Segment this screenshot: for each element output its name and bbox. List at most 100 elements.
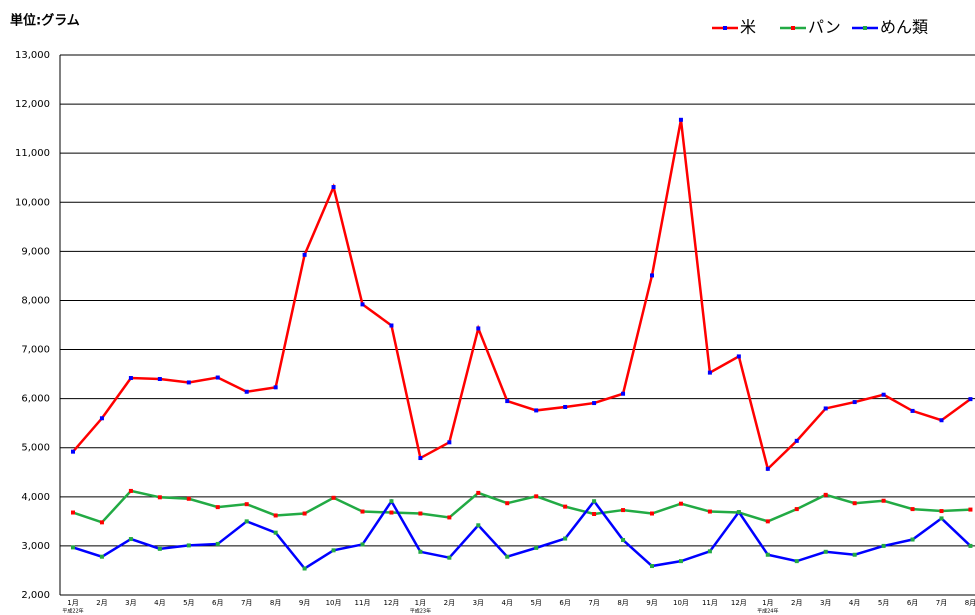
point bbox=[650, 511, 654, 516]
point bbox=[881, 543, 886, 548]
legend-label: 米 bbox=[740, 18, 756, 37]
x-tick-label: 7月 bbox=[588, 599, 599, 607]
series-line bbox=[72, 119, 972, 472]
x-tick-label: 1月 bbox=[67, 599, 78, 607]
point bbox=[823, 549, 828, 554]
point bbox=[678, 501, 683, 506]
x-tick-label: 3月 bbox=[473, 599, 484, 607]
point bbox=[71, 510, 75, 515]
point bbox=[968, 507, 973, 512]
point bbox=[621, 508, 626, 513]
y-tick-label: 6,000 bbox=[21, 394, 50, 405]
point bbox=[621, 538, 626, 543]
x-year-label: 平成22年 bbox=[62, 608, 83, 615]
point bbox=[563, 504, 568, 509]
point bbox=[765, 466, 770, 471]
point bbox=[881, 392, 886, 397]
legend-label: めん類 bbox=[880, 18, 928, 37]
point bbox=[794, 559, 799, 564]
x-tick-label: 3月 bbox=[125, 599, 136, 607]
x-tick-label: 1月 bbox=[762, 599, 773, 607]
point bbox=[823, 492, 828, 497]
x-tick-label: 12月 bbox=[383, 599, 399, 607]
point bbox=[678, 559, 683, 564]
point bbox=[563, 404, 568, 409]
x-tick-label: 10月 bbox=[673, 599, 689, 607]
x-tick-label: 6月 bbox=[907, 599, 918, 607]
point bbox=[71, 449, 75, 454]
point bbox=[534, 545, 539, 550]
point bbox=[650, 273, 654, 278]
point bbox=[794, 438, 799, 443]
point bbox=[186, 380, 191, 385]
series-line bbox=[72, 498, 972, 571]
point bbox=[418, 456, 423, 461]
point bbox=[650, 564, 654, 569]
y-tick-label: 9,000 bbox=[21, 246, 50, 257]
y-tick-label: 13,000 bbox=[15, 50, 50, 61]
point bbox=[765, 519, 770, 524]
legend-marker bbox=[863, 26, 867, 30]
y-tick-label: 8,000 bbox=[21, 295, 50, 306]
y-tick-label: 5,000 bbox=[21, 443, 50, 454]
x-tick-label: 4月 bbox=[502, 599, 513, 607]
point bbox=[273, 513, 278, 518]
point bbox=[765, 552, 770, 557]
y-tick-label: 7,000 bbox=[21, 345, 50, 356]
point bbox=[360, 542, 365, 547]
point bbox=[939, 516, 944, 521]
point bbox=[389, 499, 394, 504]
y-tick-label: 12,000 bbox=[15, 99, 50, 110]
x-tick-label: 2月 bbox=[791, 599, 802, 607]
point bbox=[389, 510, 394, 515]
point bbox=[244, 519, 249, 524]
point bbox=[186, 496, 191, 501]
point bbox=[71, 545, 75, 550]
x-tick-label: 4月 bbox=[849, 599, 860, 607]
point bbox=[302, 511, 307, 516]
point bbox=[302, 252, 307, 257]
point bbox=[592, 512, 597, 516]
point bbox=[157, 495, 162, 500]
point bbox=[273, 530, 278, 535]
point bbox=[186, 543, 191, 548]
x-tick-label: 5月 bbox=[530, 599, 541, 607]
point bbox=[157, 546, 162, 551]
x-tick-label: 2月 bbox=[96, 599, 107, 607]
point bbox=[505, 501, 510, 506]
point bbox=[447, 440, 452, 445]
point bbox=[99, 520, 104, 525]
point bbox=[910, 507, 915, 512]
point bbox=[273, 385, 278, 390]
x-tick-label: 9月 bbox=[646, 599, 657, 607]
x-tick-label: 4月 bbox=[154, 599, 165, 607]
x-tick-label: 1月 bbox=[415, 599, 426, 607]
point bbox=[331, 548, 336, 553]
point bbox=[99, 416, 104, 421]
point bbox=[99, 554, 104, 559]
point bbox=[157, 377, 162, 381]
point bbox=[534, 494, 539, 499]
point bbox=[910, 408, 915, 413]
x-year-label: 平成24年 bbox=[757, 608, 778, 615]
point bbox=[447, 515, 452, 520]
x-tick-label: 8月 bbox=[965, 599, 975, 607]
point bbox=[707, 370, 712, 375]
point bbox=[910, 537, 915, 542]
point bbox=[707, 509, 712, 514]
x-tick-label: 2月 bbox=[444, 599, 455, 607]
x-tick-label: 11月 bbox=[355, 599, 371, 607]
point bbox=[215, 375, 220, 380]
point bbox=[476, 523, 481, 528]
point bbox=[505, 554, 510, 559]
x-tick-label: 6月 bbox=[559, 599, 570, 607]
point bbox=[968, 543, 973, 548]
point bbox=[302, 566, 307, 571]
x-year-label: 平成23年 bbox=[410, 608, 431, 615]
x-tick-label: 9月 bbox=[299, 599, 310, 607]
point bbox=[852, 552, 857, 557]
x-tick-label: 7月 bbox=[241, 599, 252, 607]
x-tick-label: 8月 bbox=[270, 599, 281, 607]
y-tick-label: 3,000 bbox=[21, 541, 50, 552]
